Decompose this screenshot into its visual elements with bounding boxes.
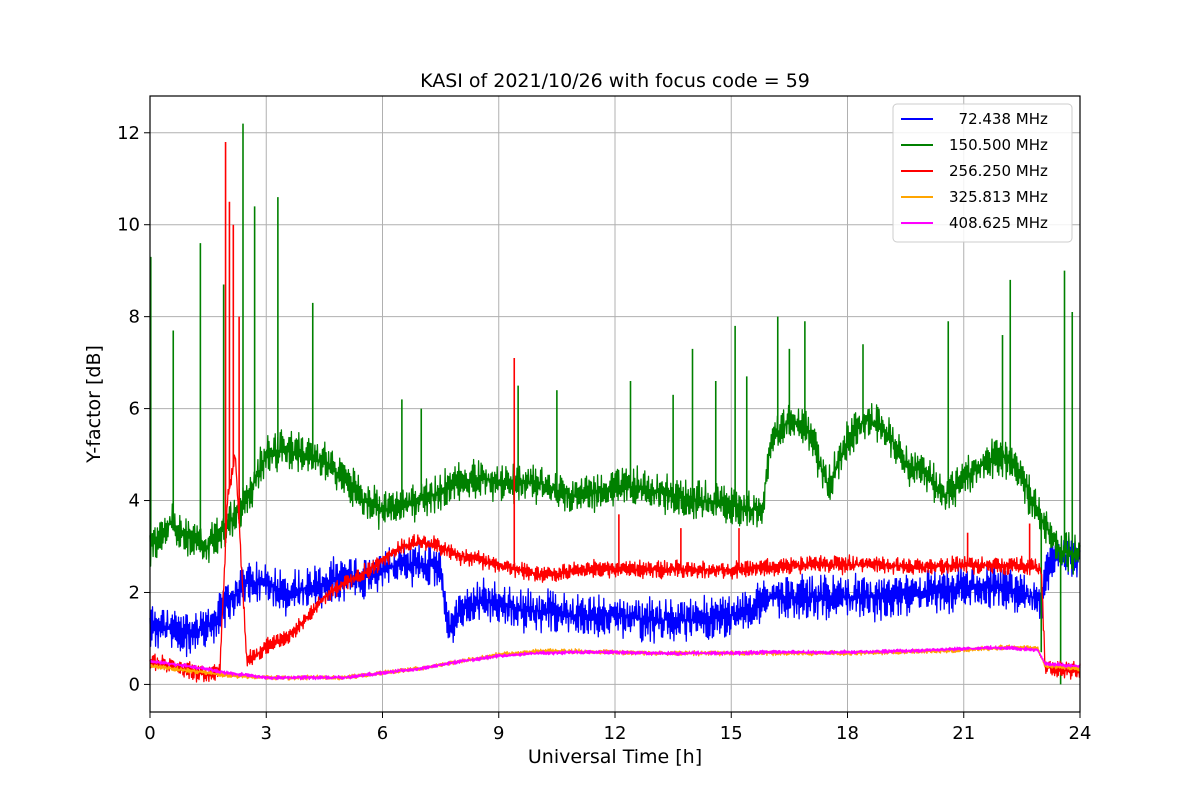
x-tick-label: 21: [952, 723, 975, 744]
series-4: [149, 645, 1081, 681]
y-tick-label: 4: [129, 491, 140, 512]
legend-label: 150.500 MHz: [949, 136, 1048, 154]
x-tick-label: 18: [836, 723, 859, 744]
series-line: [149, 535, 1081, 658]
series-2: [149, 141, 1081, 683]
y-tick-label: 6: [129, 399, 140, 420]
x-tick-label: 6: [377, 723, 388, 744]
y-axis-title: Y-factor [dB]: [83, 345, 105, 464]
x-tick-label: 12: [604, 723, 627, 744]
x-tick-label: 9: [493, 723, 504, 744]
y-tick-label: 0: [129, 674, 140, 695]
legend-label: 325.813 MHz: [949, 188, 1048, 206]
y-tick-label: 10: [117, 215, 140, 236]
legend: 72.438 MHz 150.500 MHz 256.250 MHz 325.813 …: [892, 103, 1073, 243]
series-line: [149, 402, 1081, 575]
x-tick-label: 15: [720, 723, 743, 744]
series-1: [149, 123, 1081, 685]
y-tick-label: 2: [129, 582, 140, 603]
x-axis-title: Universal Time [h]: [528, 746, 702, 768]
x-tick-label: 0: [144, 723, 155, 744]
x-tick-label: 3: [261, 723, 272, 744]
series-line: [149, 645, 1081, 681]
series-line: [149, 454, 1081, 683]
y-tick-label: 8: [129, 307, 140, 328]
legend-box: [892, 103, 1073, 243]
legend-label: 256.250 MHz: [949, 162, 1048, 180]
legend-label: 408.625 MHz: [949, 214, 1048, 232]
series-layer: [149, 123, 1081, 685]
x-tick-label: 24: [1069, 723, 1092, 744]
series-0: [149, 535, 1081, 658]
chart-title: KASI of 2021/10/26 with focus code = 59: [420, 70, 810, 92]
legend-label: 72.438 MHz: [949, 110, 1048, 128]
y-tick-label: 12: [117, 123, 140, 144]
